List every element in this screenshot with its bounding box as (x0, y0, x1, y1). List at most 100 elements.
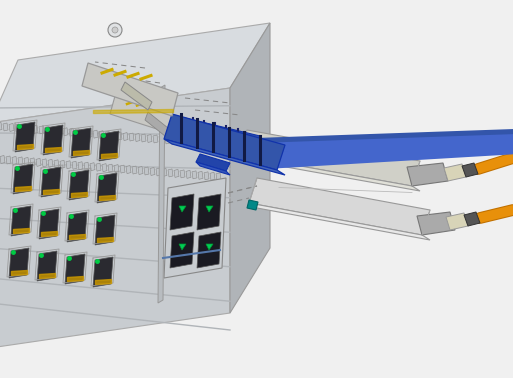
Polygon shape (6, 156, 11, 164)
Polygon shape (99, 131, 104, 139)
Polygon shape (0, 122, 2, 130)
Polygon shape (179, 118, 260, 156)
Polygon shape (90, 163, 95, 171)
Polygon shape (108, 164, 113, 172)
Polygon shape (97, 173, 117, 203)
Polygon shape (174, 169, 179, 177)
Polygon shape (207, 139, 212, 147)
Polygon shape (206, 244, 213, 250)
Polygon shape (57, 127, 62, 135)
Polygon shape (48, 159, 53, 167)
Polygon shape (33, 125, 38, 133)
Polygon shape (15, 124, 20, 132)
Polygon shape (150, 167, 155, 175)
Polygon shape (196, 162, 230, 175)
Polygon shape (12, 156, 17, 164)
Polygon shape (239, 130, 420, 186)
Polygon shape (3, 123, 8, 131)
Polygon shape (141, 134, 146, 142)
Polygon shape (96, 163, 101, 171)
Polygon shape (168, 169, 173, 177)
Polygon shape (111, 132, 116, 139)
Polygon shape (93, 130, 98, 138)
Polygon shape (132, 166, 137, 174)
Polygon shape (30, 158, 35, 166)
Polygon shape (196, 154, 230, 171)
Polygon shape (120, 165, 125, 173)
Polygon shape (144, 167, 149, 175)
Polygon shape (186, 170, 191, 178)
Polygon shape (239, 155, 420, 191)
Polygon shape (11, 206, 31, 236)
Polygon shape (42, 159, 47, 167)
Polygon shape (99, 131, 119, 161)
Polygon shape (189, 138, 194, 146)
Polygon shape (39, 126, 44, 134)
Polygon shape (417, 212, 455, 235)
Polygon shape (0, 88, 230, 348)
Polygon shape (36, 158, 41, 166)
Polygon shape (102, 164, 107, 172)
Polygon shape (54, 160, 59, 168)
Polygon shape (60, 160, 65, 168)
Polygon shape (69, 128, 74, 136)
Polygon shape (230, 23, 270, 313)
Polygon shape (247, 200, 258, 210)
Polygon shape (95, 215, 115, 245)
Polygon shape (249, 203, 430, 240)
Polygon shape (135, 133, 140, 141)
Polygon shape (153, 135, 158, 143)
Polygon shape (170, 194, 194, 230)
Polygon shape (110, 96, 190, 138)
Polygon shape (75, 129, 80, 137)
Polygon shape (15, 122, 35, 152)
Polygon shape (183, 137, 188, 146)
Polygon shape (27, 125, 32, 133)
Circle shape (112, 27, 118, 33)
Polygon shape (171, 136, 176, 144)
Polygon shape (126, 166, 131, 174)
Polygon shape (179, 138, 260, 160)
Polygon shape (129, 133, 134, 141)
Polygon shape (45, 126, 50, 134)
Polygon shape (249, 178, 430, 235)
Polygon shape (78, 162, 83, 170)
Polygon shape (65, 254, 85, 284)
Polygon shape (201, 139, 206, 147)
Polygon shape (164, 178, 226, 278)
Polygon shape (197, 232, 221, 268)
Polygon shape (0, 155, 5, 163)
Polygon shape (164, 139, 285, 175)
Polygon shape (123, 133, 128, 141)
Polygon shape (179, 206, 186, 212)
Polygon shape (138, 167, 143, 175)
Polygon shape (72, 161, 77, 169)
Polygon shape (206, 206, 213, 212)
Polygon shape (197, 194, 221, 230)
Polygon shape (204, 172, 209, 180)
Polygon shape (9, 124, 14, 132)
Polygon shape (114, 164, 119, 173)
Polygon shape (93, 257, 113, 287)
Polygon shape (71, 128, 91, 158)
Polygon shape (63, 128, 68, 136)
Polygon shape (170, 232, 194, 268)
Polygon shape (145, 112, 168, 136)
Polygon shape (444, 164, 466, 181)
Polygon shape (180, 170, 185, 178)
Polygon shape (105, 131, 110, 139)
Polygon shape (462, 163, 478, 177)
Polygon shape (37, 251, 57, 281)
Polygon shape (159, 135, 164, 143)
Polygon shape (24, 157, 29, 166)
Polygon shape (18, 157, 23, 165)
Polygon shape (84, 162, 89, 170)
Circle shape (108, 23, 122, 37)
Polygon shape (147, 135, 152, 143)
Polygon shape (210, 172, 215, 180)
Polygon shape (69, 170, 89, 200)
Polygon shape (192, 171, 197, 179)
Polygon shape (237, 152, 248, 162)
Polygon shape (0, 23, 270, 123)
Polygon shape (121, 82, 152, 110)
